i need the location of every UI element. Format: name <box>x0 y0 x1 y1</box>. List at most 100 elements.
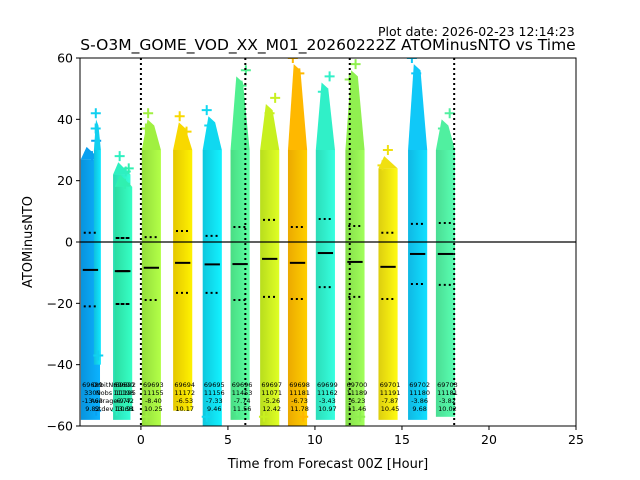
stat-lines <box>82 218 454 308</box>
data-column-top <box>173 122 193 150</box>
outlier-marker <box>382 405 393 416</box>
x-tick-label: 25 <box>568 432 584 447</box>
orbit-annotation-average: -6.73 <box>291 397 308 405</box>
outlier-marker <box>122 396 133 407</box>
outlier-marker <box>119 178 130 189</box>
orbit-annotation-stdev: 11.56 <box>233 405 252 413</box>
orbit-annotation-orbit: 69689 <box>82 381 103 389</box>
data-column-top <box>230 76 250 150</box>
orbit-annotation-nobs: 11198 <box>113 389 134 397</box>
data-columns <box>80 58 456 426</box>
orbit-annotation-average: -6.23 <box>349 397 366 405</box>
outlier-marker <box>90 108 101 119</box>
outlier-marker <box>317 86 328 97</box>
orbit-annotation-average: -7.33 <box>206 397 223 405</box>
outlier-marker <box>444 108 455 119</box>
outlier-marker <box>414 405 425 416</box>
orbit-annotation-nobs: 11191 <box>380 389 401 397</box>
orbit-annotation-orbit: 69694 <box>174 381 195 389</box>
orbit-annotation-orbit: 69698 <box>289 381 310 389</box>
orbit-annotation-average: -7.87 <box>382 397 399 405</box>
data-column-69692 <box>114 186 133 411</box>
outlier-marker <box>181 126 192 137</box>
data-column-69698 <box>287 150 308 426</box>
orbit-annotation-orbit: 69700 <box>347 381 368 389</box>
x-tick-label: 10 <box>307 432 323 447</box>
orbit-annotation-stdev: 10.45 <box>381 405 400 413</box>
outlier-marker <box>201 411 212 422</box>
outlier-marker <box>236 80 247 91</box>
orbit-annotation-average: -3.86 <box>411 397 428 405</box>
annotation-header: Stdev <box>95 405 114 413</box>
orbit-annotation-nobs: 3309 <box>84 389 101 397</box>
outlier-marker <box>321 405 332 416</box>
annotation-header: OrbitNr <box>92 381 116 389</box>
orbit-annotation-nobs: 11071 <box>261 389 282 397</box>
annotation-header: Nobs <box>96 389 113 397</box>
annotation-header: Average <box>91 397 118 405</box>
outlier-marker <box>143 108 154 119</box>
x-tick-label: 0 <box>137 432 145 447</box>
y-tick-label: 20 <box>57 173 73 188</box>
data-column-top <box>435 119 456 150</box>
x-tick-label: 15 <box>394 432 410 447</box>
data-column-69701 <box>378 168 398 420</box>
orbit-annotation-stdev: 10.91 <box>116 405 135 413</box>
outlier-marker <box>355 411 366 422</box>
orbit-annotation-orbit: 69696 <box>232 381 253 389</box>
orbit-annotation-stdev: 9.68 <box>412 405 426 413</box>
x-axis-label: Time from Forecast 00Z [Hour] <box>227 457 429 472</box>
orbit-annotation-average: -13.63 <box>82 397 103 405</box>
orbit-annotation-stdev: 9.82 <box>85 405 99 413</box>
outlier-marker <box>258 411 269 422</box>
orbit-annotation-stdev: 10.25 <box>144 405 163 413</box>
outlier-marker <box>443 402 454 413</box>
orbit-annotation-orbit: 69703 <box>437 381 458 389</box>
data-column-top <box>345 70 365 150</box>
orbit-annotation-nobs: 11189 <box>347 389 368 397</box>
outlier-marker <box>201 105 212 116</box>
data-column-top <box>202 116 222 150</box>
data-column-69691 <box>93 150 101 365</box>
y-axis-label: ATOMinusNTO <box>21 196 36 288</box>
orbit-annotation-orbit: 69693 <box>143 381 164 389</box>
orbit-annotation-orbit: 69699 <box>317 381 338 389</box>
orbit-annotation-nobs: 11180 <box>409 389 430 397</box>
orbit-annotation-stdev: 9.46 <box>207 405 221 413</box>
orbit-annotation-orbit: 69695 <box>204 381 225 389</box>
outlier-marker <box>204 120 215 131</box>
y-tick-label: 60 <box>57 51 73 66</box>
outlier-marker <box>264 108 275 119</box>
y-tick-label: −60 <box>47 419 73 434</box>
data-column-69694 <box>173 150 193 411</box>
outlier-marker <box>270 92 281 103</box>
orbit-annotation-nobs: 11156 <box>204 389 225 397</box>
data-column-69703 <box>435 150 456 417</box>
outlier-marker <box>406 58 417 63</box>
orbit-annotation-nobs: 11453 <box>232 389 253 397</box>
orbit-annotation-stdev: 13.68 <box>114 405 133 413</box>
outlier-marker <box>437 123 448 134</box>
outlier-marker <box>294 68 305 79</box>
orbit-annotation-nobs: 11155 <box>143 389 164 397</box>
orbit-annotation-average: 6.77 <box>117 397 131 405</box>
orbit-annotation-orbit: 69692 <box>115 381 136 389</box>
outlier-marker <box>298 411 309 422</box>
data-column-top <box>141 119 161 150</box>
x-tick-label: 5 <box>224 432 232 447</box>
data-column-top <box>408 64 428 150</box>
y-tick-label: 0 <box>65 235 73 250</box>
orbit-annotation-orbit: 69697 <box>261 381 282 389</box>
data-column-top <box>315 82 335 150</box>
outlier-marker <box>382 145 393 155</box>
orbit-annotation-average: -6.53 <box>176 397 193 405</box>
outlier-marker <box>287 58 298 63</box>
orbit-annotation-average: -3.82 <box>439 397 456 405</box>
outlier-marker <box>377 160 388 171</box>
data-column-top <box>287 64 308 150</box>
outlier-marker <box>411 68 422 79</box>
data-column-top <box>260 104 280 150</box>
outlier-marker <box>232 405 243 416</box>
